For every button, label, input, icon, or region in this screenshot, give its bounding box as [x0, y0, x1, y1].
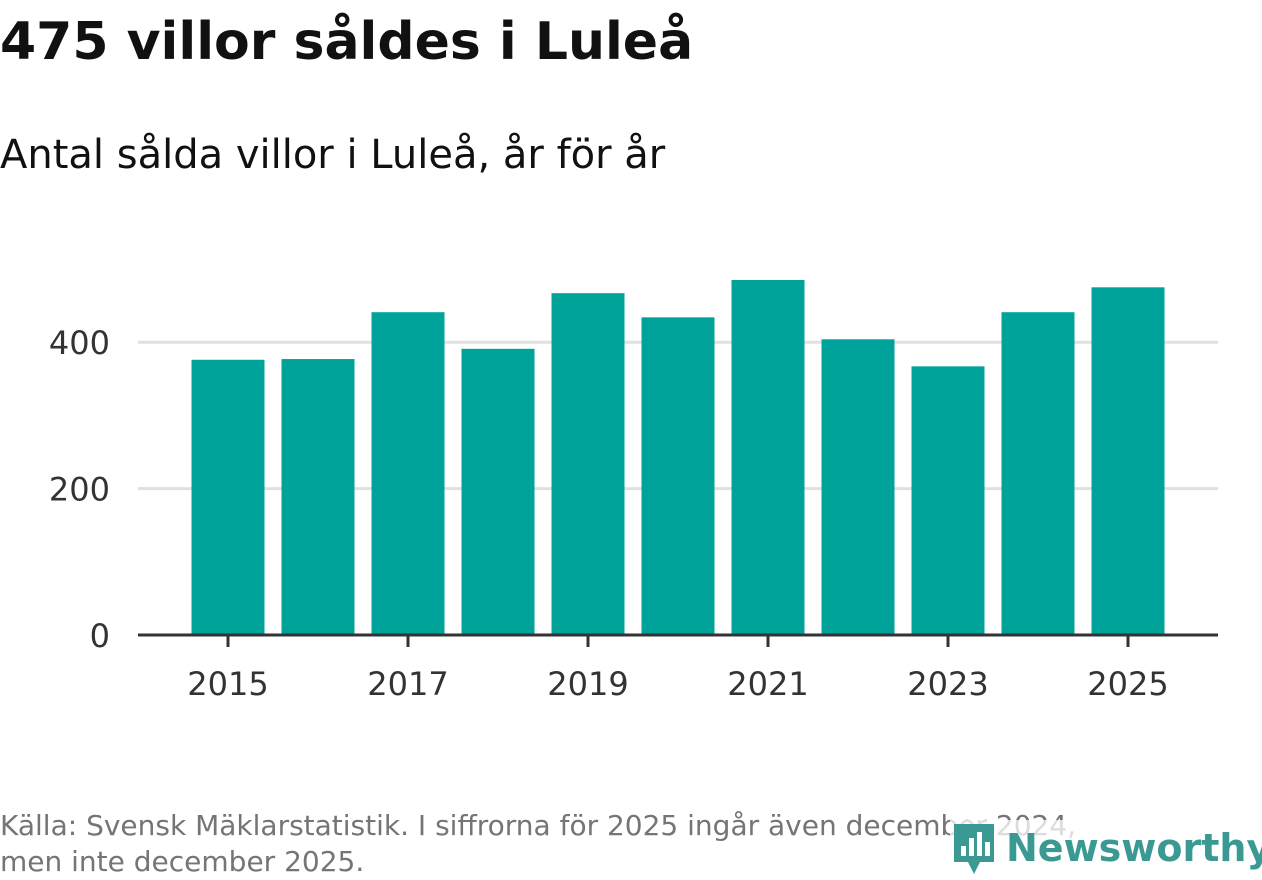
newsworthy-logo: Newsworthy: [950, 820, 1262, 876]
chart-subtitle: Antal sålda villor i Luleå, år för år: [0, 132, 666, 178]
bar-2015: [191, 359, 265, 635]
bar-2018: [461, 348, 535, 635]
newsworthy-logo-icon: [954, 824, 994, 874]
bars: [191, 280, 1165, 635]
y-tick-label-0: 0: [90, 617, 110, 655]
bar-2021: [731, 280, 805, 635]
x-tick-label-2019: 2019: [547, 665, 628, 703]
x-tick-label-2015: 2015: [187, 665, 268, 703]
x-tick-label-2023: 2023: [907, 665, 988, 703]
bar-2016: [281, 359, 355, 635]
source-line-1: Källa: Svensk Mäklarstatistik. I siffror…: [0, 809, 1077, 842]
source-note: Källa: Svensk Mäklarstatistik. I siffror…: [0, 808, 1200, 880]
bar-2022: [821, 339, 895, 635]
source-line-2: men inte december 2025.: [0, 845, 365, 878]
bar-2025: [1091, 287, 1165, 635]
bar-2024: [1001, 312, 1075, 635]
bar-2017: [371, 312, 445, 635]
axes: 0 200 400 2015 2017 2019 2021 2023 2025: [49, 324, 1218, 703]
x-tick-label-2017: 2017: [367, 665, 448, 703]
x-tick-label-2021: 2021: [727, 665, 808, 703]
bar-2023: [911, 366, 985, 635]
bar-2019: [551, 293, 625, 635]
x-tick-label-2025: 2025: [1087, 665, 1168, 703]
chart-title: 475 villor såldes i Luleå: [0, 12, 694, 72]
newsworthy-logo-text: Newsworthy: [1006, 826, 1262, 870]
y-tick-label-400: 400: [49, 324, 110, 362]
y-tick-label-200: 200: [49, 471, 110, 509]
bar-2020: [641, 317, 715, 635]
